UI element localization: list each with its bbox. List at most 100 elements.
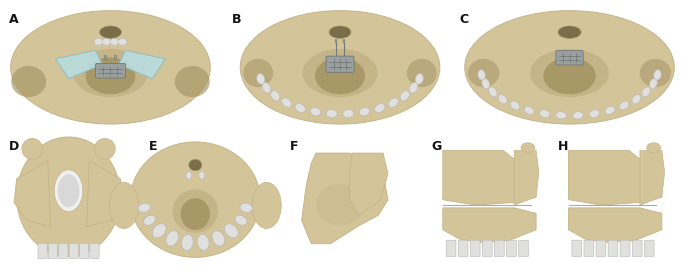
FancyBboxPatch shape xyxy=(482,240,492,257)
Ellipse shape xyxy=(530,49,609,97)
Text: D: D xyxy=(9,140,19,153)
Ellipse shape xyxy=(407,59,437,87)
Ellipse shape xyxy=(199,172,205,179)
Ellipse shape xyxy=(175,66,210,97)
Ellipse shape xyxy=(375,104,385,112)
FancyBboxPatch shape xyxy=(519,240,528,257)
FancyBboxPatch shape xyxy=(632,240,642,257)
Ellipse shape xyxy=(415,73,423,84)
Ellipse shape xyxy=(388,98,398,107)
Text: A: A xyxy=(9,13,18,26)
Ellipse shape xyxy=(243,59,273,87)
Ellipse shape xyxy=(329,26,351,38)
Text: E: E xyxy=(149,140,157,153)
Ellipse shape xyxy=(118,38,127,45)
Ellipse shape xyxy=(303,49,377,97)
Ellipse shape xyxy=(104,55,107,60)
Ellipse shape xyxy=(558,26,581,38)
Ellipse shape xyxy=(589,110,599,118)
FancyBboxPatch shape xyxy=(596,240,606,257)
Ellipse shape xyxy=(173,190,218,233)
Ellipse shape xyxy=(343,39,345,43)
Polygon shape xyxy=(569,150,662,205)
Ellipse shape xyxy=(86,57,136,94)
Ellipse shape xyxy=(197,234,209,250)
Ellipse shape xyxy=(95,139,115,159)
Ellipse shape xyxy=(235,215,247,225)
Polygon shape xyxy=(301,153,388,244)
Ellipse shape xyxy=(182,234,193,250)
Ellipse shape xyxy=(605,106,615,114)
Polygon shape xyxy=(55,50,103,79)
Ellipse shape xyxy=(316,184,364,225)
Ellipse shape xyxy=(556,112,566,119)
Ellipse shape xyxy=(94,38,103,45)
Ellipse shape xyxy=(468,59,499,87)
Ellipse shape xyxy=(144,215,155,225)
Ellipse shape xyxy=(282,98,292,107)
Ellipse shape xyxy=(240,11,440,124)
Ellipse shape xyxy=(262,83,271,93)
Text: B: B xyxy=(232,13,242,26)
Ellipse shape xyxy=(73,49,148,97)
FancyBboxPatch shape xyxy=(38,243,47,259)
Text: H: H xyxy=(558,140,568,153)
Ellipse shape xyxy=(212,231,225,246)
Ellipse shape xyxy=(257,73,265,84)
Ellipse shape xyxy=(342,110,353,118)
Ellipse shape xyxy=(640,59,671,87)
FancyBboxPatch shape xyxy=(49,243,58,259)
FancyBboxPatch shape xyxy=(79,243,89,259)
FancyBboxPatch shape xyxy=(69,243,78,259)
Ellipse shape xyxy=(186,172,192,179)
Ellipse shape xyxy=(524,106,534,114)
FancyBboxPatch shape xyxy=(556,51,583,65)
Polygon shape xyxy=(14,161,51,226)
Polygon shape xyxy=(87,161,123,226)
Ellipse shape xyxy=(22,139,42,159)
Ellipse shape xyxy=(573,112,583,119)
Polygon shape xyxy=(640,150,664,205)
FancyBboxPatch shape xyxy=(645,240,654,257)
Ellipse shape xyxy=(400,91,410,101)
FancyBboxPatch shape xyxy=(90,243,99,259)
Ellipse shape xyxy=(102,38,111,45)
Ellipse shape xyxy=(510,101,520,110)
Text: F: F xyxy=(290,140,299,153)
Ellipse shape xyxy=(409,83,418,93)
FancyBboxPatch shape xyxy=(471,240,480,257)
FancyBboxPatch shape xyxy=(572,240,582,257)
Polygon shape xyxy=(119,50,165,79)
Polygon shape xyxy=(443,208,536,242)
FancyBboxPatch shape xyxy=(584,240,594,257)
Ellipse shape xyxy=(114,55,116,60)
Ellipse shape xyxy=(54,170,83,212)
Ellipse shape xyxy=(16,137,121,256)
Ellipse shape xyxy=(521,143,535,153)
Ellipse shape xyxy=(58,174,79,207)
Ellipse shape xyxy=(181,198,210,230)
Ellipse shape xyxy=(540,110,550,118)
FancyBboxPatch shape xyxy=(495,240,504,257)
FancyBboxPatch shape xyxy=(506,240,516,257)
Ellipse shape xyxy=(99,26,121,38)
Ellipse shape xyxy=(240,203,253,212)
FancyBboxPatch shape xyxy=(458,240,468,257)
Ellipse shape xyxy=(498,95,507,104)
Ellipse shape xyxy=(11,11,210,124)
Ellipse shape xyxy=(130,142,260,257)
Ellipse shape xyxy=(189,159,202,171)
FancyBboxPatch shape xyxy=(620,240,630,257)
Ellipse shape xyxy=(152,224,166,238)
Ellipse shape xyxy=(110,38,119,45)
FancyBboxPatch shape xyxy=(326,56,354,72)
Ellipse shape xyxy=(632,95,640,104)
Ellipse shape xyxy=(649,79,657,89)
Ellipse shape xyxy=(326,110,337,118)
FancyBboxPatch shape xyxy=(446,240,456,257)
Ellipse shape xyxy=(619,101,629,110)
Ellipse shape xyxy=(543,57,596,94)
Ellipse shape xyxy=(642,87,650,97)
Ellipse shape xyxy=(335,39,337,43)
Ellipse shape xyxy=(488,87,497,97)
